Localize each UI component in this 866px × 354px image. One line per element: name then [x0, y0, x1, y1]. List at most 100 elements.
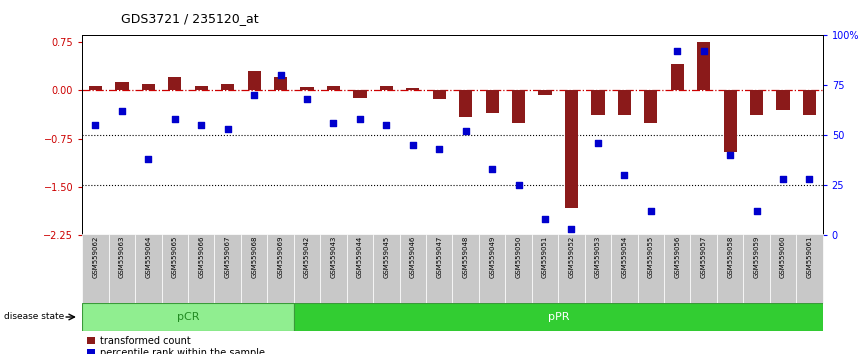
Bar: [690, 234, 717, 303]
Text: GSM559042: GSM559042: [304, 236, 310, 278]
Text: GSM559065: GSM559065: [171, 236, 178, 278]
Bar: [723, 90, 737, 152]
Bar: [512, 90, 525, 122]
Text: GSM559056: GSM559056: [675, 236, 681, 278]
Bar: [406, 88, 419, 90]
Bar: [294, 234, 320, 303]
Bar: [353, 90, 366, 98]
Point: [485, 167, 499, 172]
Bar: [532, 234, 559, 303]
Bar: [115, 82, 128, 90]
Point: [168, 116, 182, 122]
Bar: [664, 234, 690, 303]
Point: [538, 217, 552, 222]
Point: [247, 93, 261, 98]
Bar: [162, 234, 188, 303]
Text: GSM559069: GSM559069: [278, 236, 283, 278]
Text: GSM559055: GSM559055: [648, 236, 654, 278]
Bar: [294, 303, 823, 331]
Point: [591, 141, 604, 146]
Text: pPR: pPR: [547, 312, 569, 322]
Point: [776, 177, 790, 182]
Bar: [135, 234, 162, 303]
Bar: [248, 71, 261, 90]
Text: GSM559068: GSM559068: [251, 236, 257, 278]
Bar: [195, 86, 208, 90]
Bar: [585, 234, 611, 303]
Bar: [89, 86, 102, 90]
Bar: [433, 90, 446, 99]
Text: GSM559052: GSM559052: [568, 236, 574, 278]
Text: GSM559059: GSM559059: [753, 236, 759, 278]
Bar: [221, 84, 235, 90]
Text: GSM559057: GSM559057: [701, 236, 707, 278]
Bar: [373, 234, 399, 303]
Bar: [506, 234, 532, 303]
Bar: [796, 234, 823, 303]
Bar: [320, 234, 346, 303]
Bar: [565, 90, 578, 208]
Point: [617, 172, 631, 178]
Bar: [399, 234, 426, 303]
Text: GSM559060: GSM559060: [780, 236, 786, 278]
Text: GSM559062: GSM559062: [93, 236, 99, 278]
Point: [379, 122, 393, 128]
Text: GSM559049: GSM559049: [489, 236, 495, 278]
Bar: [591, 90, 604, 115]
Bar: [611, 234, 637, 303]
Text: GSM559043: GSM559043: [331, 236, 337, 278]
Bar: [326, 86, 340, 90]
Point: [115, 109, 129, 114]
Text: GDS3721 / 235120_at: GDS3721 / 235120_at: [121, 12, 259, 25]
Bar: [346, 234, 373, 303]
Bar: [750, 90, 763, 115]
Point: [670, 48, 684, 54]
Bar: [486, 90, 499, 113]
Point: [301, 97, 314, 102]
Point: [512, 183, 526, 188]
Bar: [452, 234, 479, 303]
Bar: [142, 84, 155, 90]
Text: pCR: pCR: [177, 312, 199, 322]
Bar: [274, 77, 288, 90]
Text: GSM559061: GSM559061: [806, 236, 812, 278]
Legend: transformed count, percentile rank within the sample: transformed count, percentile rank withi…: [87, 336, 265, 354]
Bar: [82, 234, 109, 303]
Bar: [770, 234, 796, 303]
Point: [644, 209, 658, 214]
Point: [750, 209, 764, 214]
Point: [459, 129, 473, 134]
Bar: [697, 42, 710, 90]
Point: [406, 143, 420, 148]
Bar: [637, 234, 664, 303]
Bar: [717, 234, 743, 303]
Bar: [539, 90, 552, 96]
Point: [326, 121, 340, 126]
Text: GSM559051: GSM559051: [542, 236, 548, 278]
Bar: [188, 234, 215, 303]
Text: disease state: disease state: [4, 312, 65, 321]
Text: GSM559064: GSM559064: [145, 236, 152, 278]
Text: GSM559046: GSM559046: [410, 236, 416, 278]
Bar: [426, 234, 452, 303]
Bar: [82, 303, 294, 331]
Point: [697, 48, 711, 54]
Point: [194, 122, 208, 128]
Bar: [617, 90, 631, 115]
Bar: [268, 234, 294, 303]
Bar: [670, 64, 684, 90]
Bar: [644, 90, 657, 122]
Bar: [777, 90, 790, 110]
Point: [432, 147, 446, 152]
Text: GSM559053: GSM559053: [595, 236, 601, 278]
Point: [353, 116, 367, 122]
Text: GSM559058: GSM559058: [727, 236, 734, 278]
Bar: [559, 234, 585, 303]
Text: GSM559048: GSM559048: [462, 236, 469, 278]
Text: GSM559067: GSM559067: [224, 236, 230, 278]
Text: GSM559050: GSM559050: [515, 236, 521, 278]
Bar: [168, 77, 182, 90]
Point: [565, 227, 578, 232]
Bar: [241, 234, 268, 303]
Text: GSM559045: GSM559045: [384, 236, 390, 278]
